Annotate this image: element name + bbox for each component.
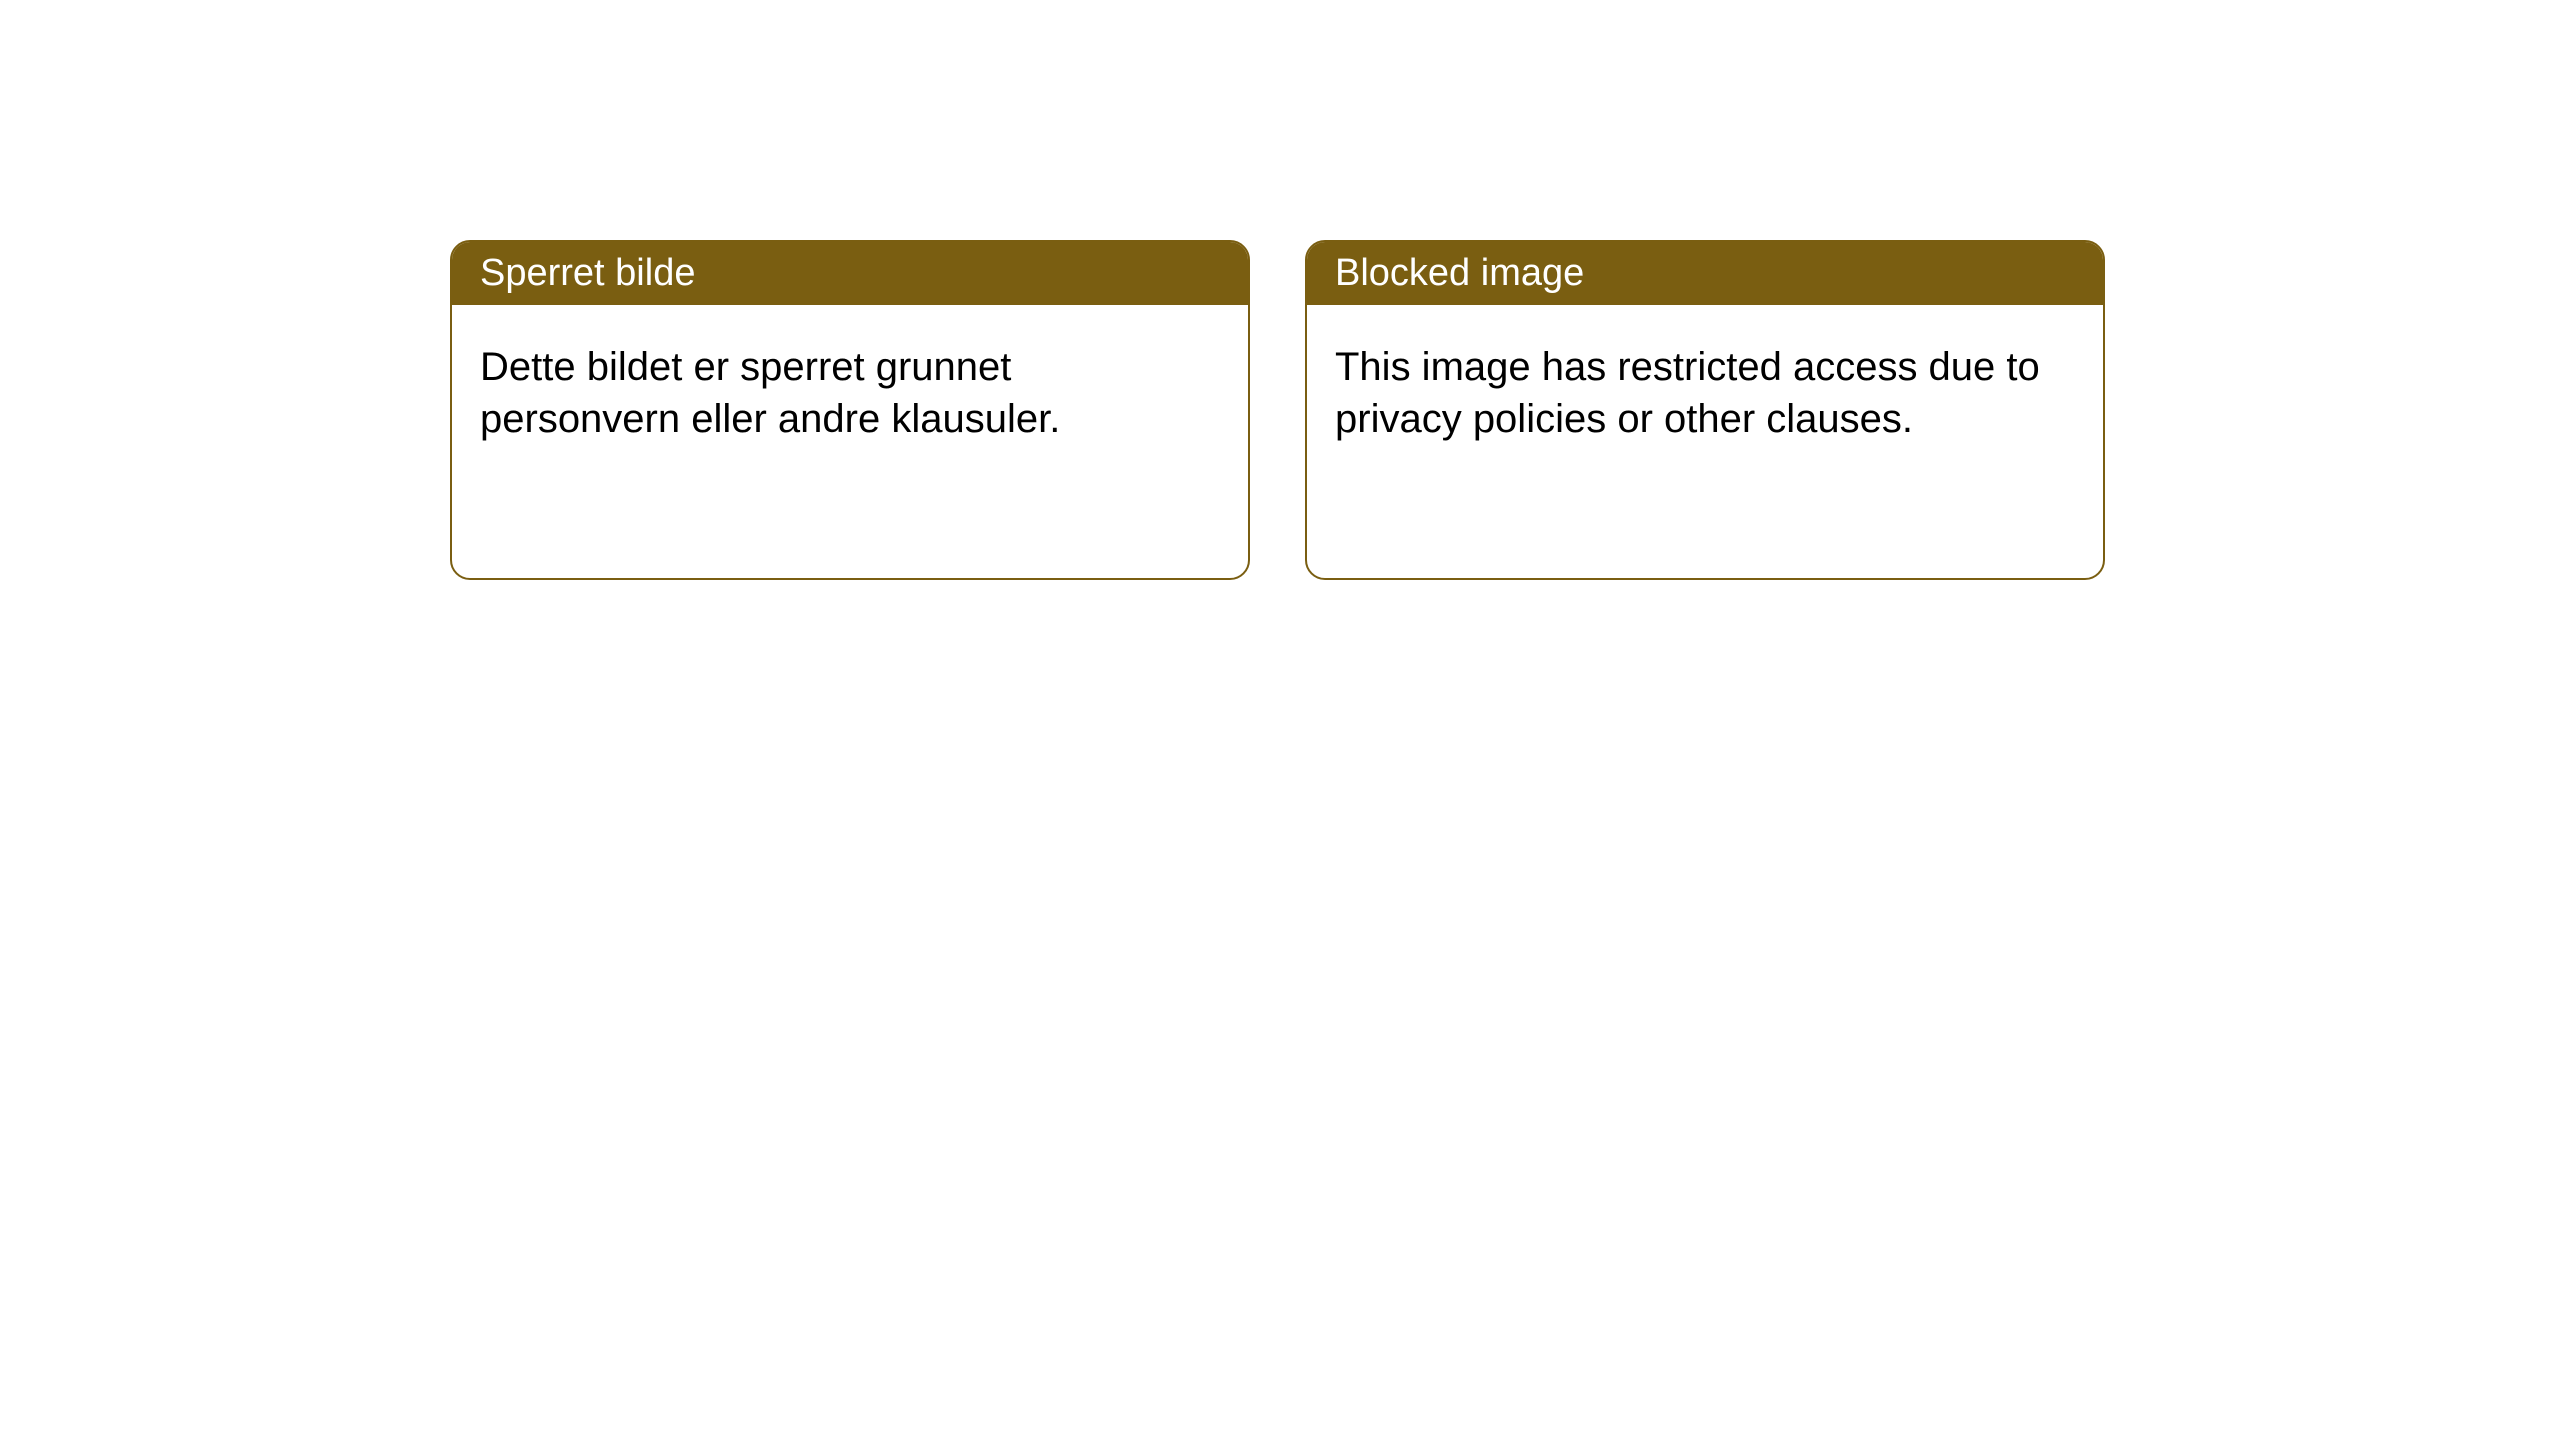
notice-card-english: Blocked image This image has restricted … [1305, 240, 2105, 580]
notice-body: This image has restricted access due to … [1307, 305, 2103, 481]
notice-body: Dette bildet er sperret grunnet personve… [452, 305, 1248, 481]
notice-header: Blocked image [1307, 242, 2103, 305]
notice-card-norwegian: Sperret bilde Dette bildet er sperret gr… [450, 240, 1250, 580]
notice-header: Sperret bilde [452, 242, 1248, 305]
notices-container: Sperret bilde Dette bildet er sperret gr… [0, 0, 2560, 580]
